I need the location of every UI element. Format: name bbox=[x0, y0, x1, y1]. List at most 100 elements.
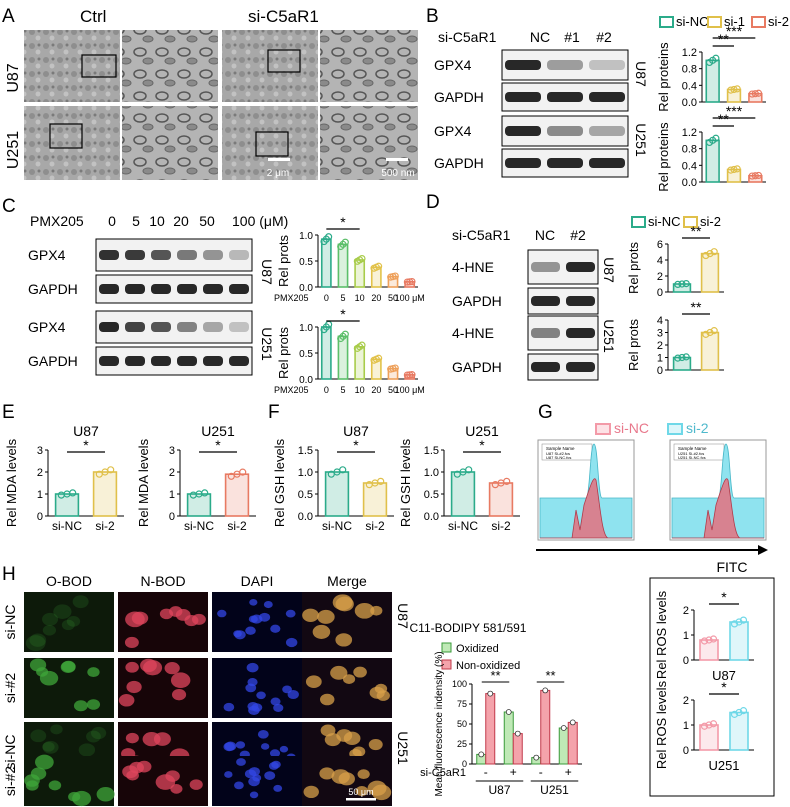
data-point bbox=[337, 242, 345, 251]
data-point bbox=[702, 330, 710, 338]
cell-blob bbox=[42, 740, 59, 754]
panel-a-scalebar-2: 500 nm bbox=[381, 168, 414, 179]
data-point bbox=[358, 341, 366, 349]
cell-blob bbox=[170, 672, 191, 688]
data-point bbox=[408, 277, 416, 286]
panel-d-blot-hne-u251-band bbox=[531, 328, 560, 338]
cell-blob bbox=[369, 686, 385, 699]
data-point bbox=[712, 54, 720, 62]
y-tick-label: 1.5 bbox=[424, 445, 439, 457]
panel-b-legend-swatch bbox=[751, 16, 766, 28]
cell-blob bbox=[42, 741, 55, 752]
cell-blob bbox=[224, 741, 237, 751]
panel-g-u87-legend-file: U87 Si-#2.fcs bbox=[546, 451, 570, 456]
cell-blob bbox=[260, 743, 270, 750]
y-tick-label: 50 bbox=[457, 719, 467, 729]
data-point bbox=[730, 710, 739, 718]
cell-blob bbox=[189, 779, 203, 790]
data-point bbox=[706, 250, 714, 258]
cell-blob bbox=[30, 767, 47, 780]
y-tick-label: 1 bbox=[657, 353, 663, 365]
y-tick-label: 25 bbox=[457, 739, 467, 749]
panel-c-letter: C bbox=[2, 196, 16, 217]
y-axis-label: Rel ROS levels bbox=[654, 590, 669, 679]
data-point bbox=[505, 709, 512, 715]
cell-blob bbox=[61, 619, 75, 631]
panel-b-blot-gpx4-u87-band bbox=[547, 60, 583, 70]
micrograph-panel bbox=[24, 592, 114, 652]
data-point bbox=[406, 371, 414, 379]
panel-d-blot-gapdh-u87-band bbox=[566, 296, 595, 306]
em-image-u251-si bbox=[222, 106, 318, 180]
panel-c-drug: PMX205 bbox=[30, 213, 84, 229]
panel-c-blot-gapdh-u251-band bbox=[177, 356, 197, 366]
cell-blob bbox=[60, 661, 76, 674]
y-tick-label: 0.0 bbox=[424, 511, 439, 523]
bar bbox=[699, 639, 719, 661]
cell-blob bbox=[217, 609, 227, 618]
bar bbox=[324, 471, 350, 517]
panel-d-letter: D bbox=[426, 192, 440, 213]
y-tick-label: 2 bbox=[657, 340, 663, 352]
data-point bbox=[358, 255, 366, 263]
panel-h-legend-oxidized: Oxidized bbox=[456, 643, 499, 655]
em-zoom-u87-ctrl bbox=[122, 30, 218, 102]
data-point bbox=[542, 687, 549, 694]
y-tick-label: 6 bbox=[657, 239, 663, 251]
panel-h-row-label: si-#2 bbox=[2, 766, 18, 797]
chart-title: U87 bbox=[343, 423, 369, 439]
panel-c-blot-gpx4-u251-band bbox=[229, 322, 249, 332]
panel-b-blot-gpx4-u87-band bbox=[505, 60, 541, 70]
panel-c-blot-gpx4-u87-band bbox=[203, 250, 223, 260]
data-point bbox=[337, 334, 345, 343]
data-point bbox=[503, 477, 511, 485]
data-point bbox=[341, 330, 349, 338]
x-sign-label: + bbox=[510, 765, 517, 779]
cell-blob bbox=[270, 697, 281, 706]
y-axis-label: Rel GSH levels bbox=[272, 438, 287, 527]
cell-blob bbox=[252, 774, 262, 782]
data-point bbox=[341, 238, 349, 246]
y-tick-label: 1.5 bbox=[298, 445, 313, 457]
panel-c-blot-gpx4-u251-band bbox=[125, 322, 145, 332]
panel-c-blot-gapdh-u87-band bbox=[125, 284, 145, 294]
y-axis-label: Rel ROS levels bbox=[654, 680, 669, 769]
y-tick-label: 0 bbox=[657, 287, 663, 299]
y-axis-label: Rel prots bbox=[626, 318, 641, 371]
panel-c-blot-gpx4-u251-band bbox=[177, 322, 197, 332]
panel-d-legend-label: si-2 bbox=[700, 214, 721, 229]
y-tick-label: 0.8 bbox=[682, 64, 697, 76]
panel-d-blot-gapdh-u87-label: GAPDH bbox=[452, 293, 502, 309]
panel-b-blot-gpx4-u251-band bbox=[547, 126, 583, 136]
panel-a-scalebar-1: 2 μm bbox=[267, 168, 289, 179]
y-tick-label: 1.2 bbox=[682, 47, 697, 59]
data-point bbox=[735, 618, 743, 626]
panel-c-xprefix-u251: PMX205 bbox=[274, 385, 309, 395]
panel-h-cell-u87: U87 bbox=[395, 603, 411, 629]
panel-b-chart-u251: 0.0 0.4 0.8 1.2 Rel proteins ***** bbox=[656, 103, 766, 192]
cell-blob bbox=[86, 699, 101, 710]
panel-g-u251-legend-title: Sample Name bbox=[678, 446, 707, 451]
y-axis-label: Rel prots bbox=[276, 234, 291, 287]
y-tick-label: 0 bbox=[683, 655, 689, 667]
panel-g-xlabel: FITC bbox=[716, 559, 747, 575]
cell-blob bbox=[42, 624, 57, 636]
y-tick-label: 1.2 bbox=[682, 127, 697, 139]
panel-b-blot-gapdh-u251-label: GAPDH bbox=[434, 155, 484, 171]
data-point bbox=[730, 85, 738, 94]
data-point bbox=[754, 89, 763, 97]
panel-d-cell-u251: U251 bbox=[601, 319, 617, 353]
panel-a-row-u251: U251 bbox=[5, 131, 22, 169]
panel-c-blot-gapdh-u87-band bbox=[177, 284, 197, 294]
cell-blob bbox=[224, 771, 233, 778]
panel-c-blot-gapdh-u87-band bbox=[229, 284, 249, 294]
panel-b-legend-label: si-1 bbox=[724, 14, 745, 29]
data-point bbox=[201, 489, 209, 497]
chart-title: U251 bbox=[465, 423, 499, 439]
cell-blob bbox=[352, 746, 366, 757]
cell-blob bbox=[343, 731, 361, 746]
data-point bbox=[569, 719, 576, 726]
bar bbox=[705, 59, 720, 103]
sig-label: * bbox=[721, 679, 727, 695]
panel-c: C PMX205 0 5 10 20 50 100 (μM) GPX4 GAPDH GPX4 G… bbox=[2, 196, 288, 376]
